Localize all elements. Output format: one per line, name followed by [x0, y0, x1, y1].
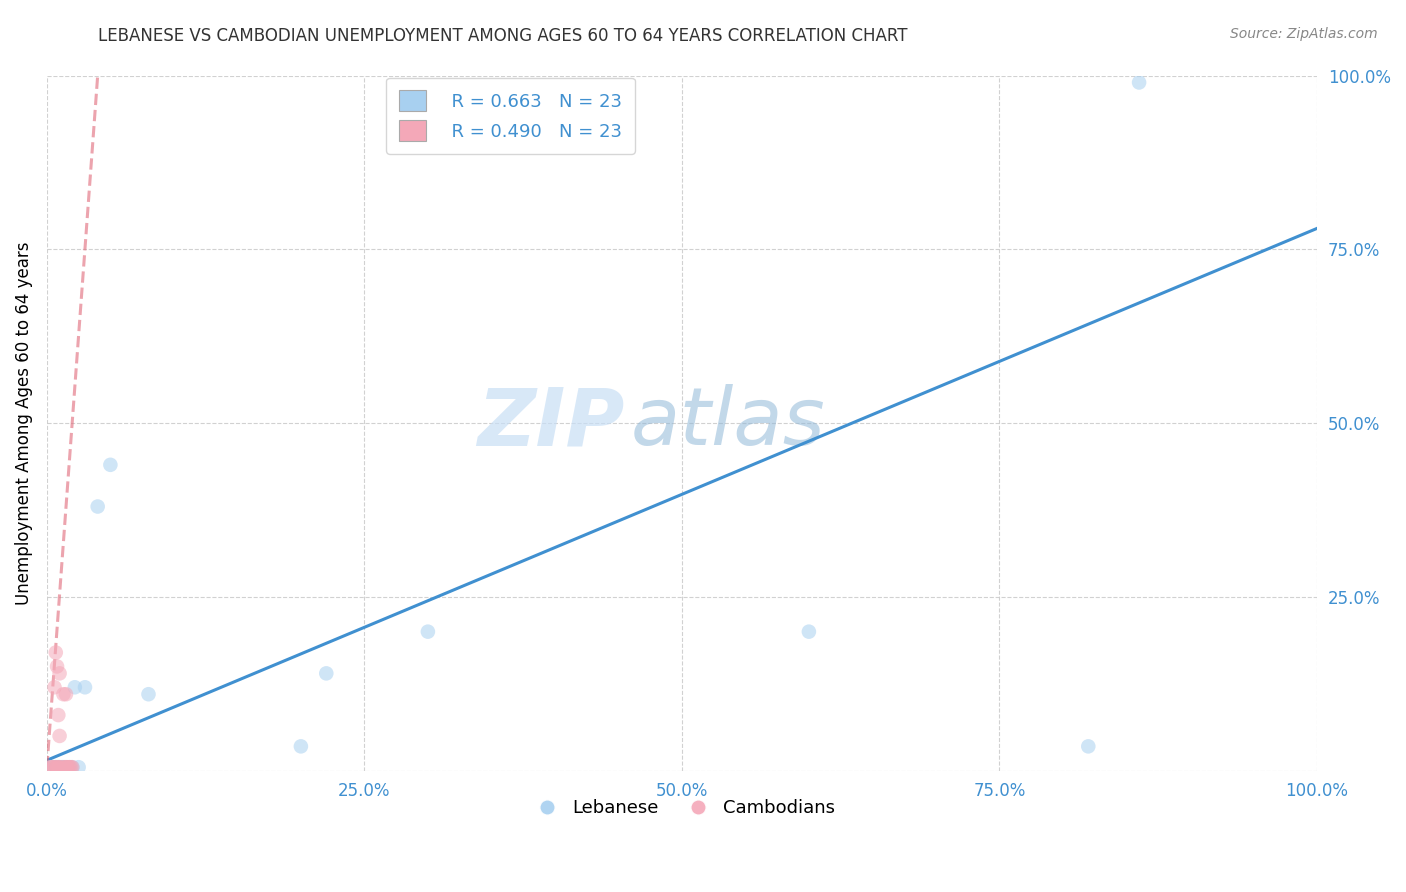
Point — [48, 666, 70, 681]
Point — [59, 760, 82, 774]
Point — [41, 760, 63, 774]
Point — [797, 624, 820, 639]
Point — [59, 760, 82, 774]
Point — [56, 760, 79, 774]
Point — [46, 659, 69, 673]
Point — [46, 760, 69, 774]
Text: LEBANESE VS CAMBODIAN UNEMPLOYMENT AMONG AGES 60 TO 64 YEARS CORRELATION CHART: LEBANESE VS CAMBODIAN UNEMPLOYMENT AMONG… — [98, 27, 908, 45]
Point — [48, 760, 70, 774]
Point — [100, 458, 122, 472]
Text: atlas: atlas — [631, 384, 825, 462]
Point — [51, 760, 73, 774]
Point — [46, 760, 69, 774]
Point — [44, 680, 66, 694]
Point — [53, 760, 76, 774]
Point — [39, 760, 62, 774]
Point — [86, 500, 108, 514]
Point — [42, 760, 65, 774]
Point — [60, 760, 83, 774]
Point — [55, 760, 77, 774]
Point — [42, 760, 65, 774]
Point — [138, 687, 160, 701]
Point — [55, 760, 77, 774]
Point — [51, 760, 73, 774]
Point — [63, 680, 86, 694]
Point — [1128, 75, 1150, 89]
Point — [55, 687, 77, 701]
Point — [45, 760, 67, 774]
Point — [1077, 739, 1099, 754]
Point — [52, 687, 75, 701]
Text: Source: ZipAtlas.com: Source: ZipAtlas.com — [1230, 27, 1378, 41]
Y-axis label: Unemployment Among Ages 60 to 64 years: Unemployment Among Ages 60 to 64 years — [15, 242, 32, 605]
Point — [39, 760, 62, 774]
Point — [67, 760, 90, 774]
Point — [46, 760, 69, 774]
Point — [73, 680, 96, 694]
Point — [416, 624, 439, 639]
Point — [45, 646, 67, 660]
Point — [46, 708, 69, 723]
Point — [46, 760, 69, 774]
Point — [45, 760, 67, 774]
Point — [48, 760, 70, 774]
Point — [60, 760, 83, 774]
Point — [58, 760, 80, 774]
Point — [48, 729, 70, 743]
Point — [290, 739, 312, 754]
Point — [60, 760, 83, 774]
Point — [315, 666, 337, 681]
Point — [52, 760, 75, 774]
Text: ZIP: ZIP — [478, 384, 624, 462]
Legend: Lebanese, Cambodians: Lebanese, Cambodians — [522, 792, 842, 824]
